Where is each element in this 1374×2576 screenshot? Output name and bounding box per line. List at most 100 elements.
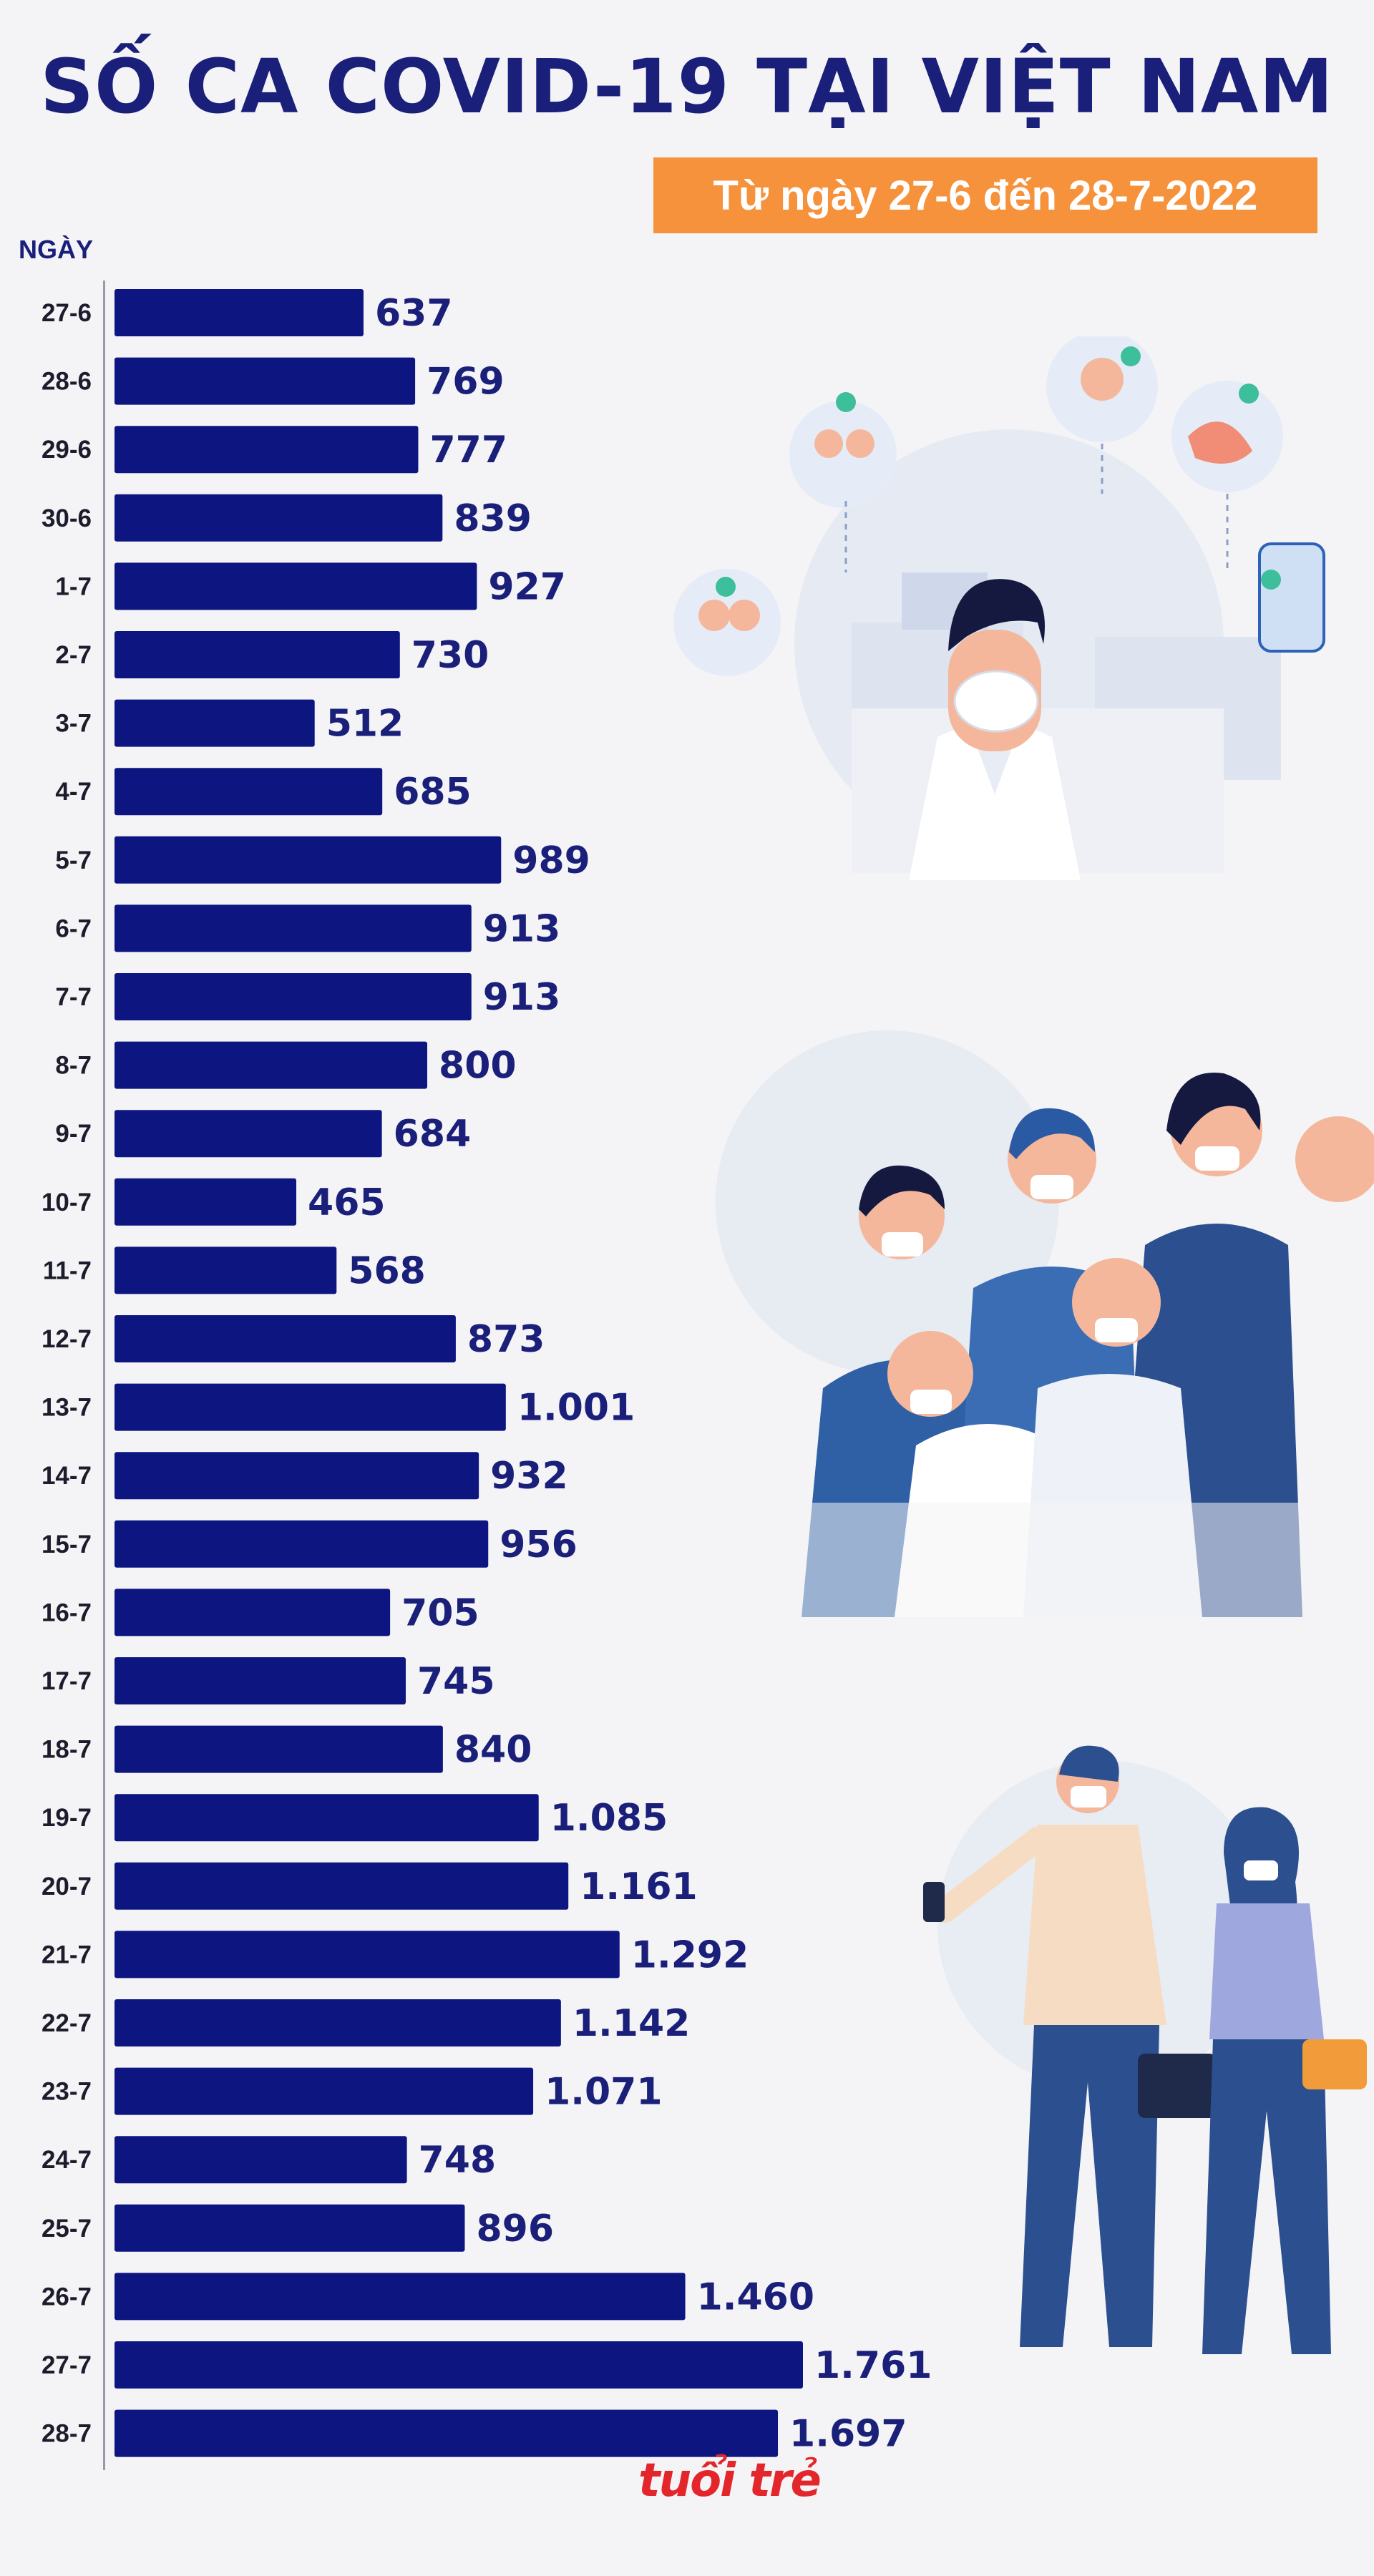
value-label: 1.142 bbox=[572, 2002, 690, 2045]
bar bbox=[114, 1520, 489, 1568]
bar bbox=[114, 289, 364, 336]
value-label: 1.697 bbox=[789, 2413, 907, 2456]
value-label: 568 bbox=[348, 1249, 426, 1292]
bar bbox=[114, 562, 477, 610]
bar bbox=[114, 1178, 297, 1226]
bar bbox=[114, 1999, 561, 2046]
category-label: 3-7 bbox=[55, 710, 92, 738]
bar bbox=[114, 494, 443, 542]
category-label: 2-7 bbox=[55, 641, 92, 669]
category-label: 27-6 bbox=[42, 299, 92, 327]
y-axis-label: NGÀY bbox=[19, 235, 94, 264]
bar bbox=[114, 1041, 428, 1089]
category-label: 11-7 bbox=[43, 1257, 92, 1284]
bar bbox=[114, 1452, 479, 1500]
value-label: 769 bbox=[427, 361, 505, 404]
value-label: 1.071 bbox=[545, 2071, 662, 2114]
value-label: 839 bbox=[454, 497, 532, 540]
category-label: 9-7 bbox=[55, 1120, 92, 1148]
value-label: 685 bbox=[394, 771, 472, 814]
value-label: 913 bbox=[483, 907, 561, 950]
value-label: 637 bbox=[375, 292, 453, 335]
category-label: 14-7 bbox=[42, 1462, 92, 1490]
bar bbox=[114, 973, 472, 1020]
category-label: 18-7 bbox=[42, 1736, 92, 1764]
value-label: 512 bbox=[326, 703, 404, 746]
category-label: 15-7 bbox=[42, 1531, 92, 1558]
bar bbox=[114, 836, 502, 884]
crowd-illustration bbox=[716, 1030, 1374, 1617]
category-label: 5-7 bbox=[55, 847, 92, 874]
bar-chart: 27-6 637 28-6 769 29-6 777 30-6 839 1-7 927 2-7 730… bbox=[42, 289, 932, 2457]
value-label: 684 bbox=[394, 1113, 472, 1156]
bar bbox=[114, 699, 315, 747]
bar bbox=[114, 2409, 779, 2457]
value-label: 1.001 bbox=[517, 1387, 635, 1430]
tuoitre-logo: tuổi trẻ bbox=[638, 2454, 822, 2507]
value-label: 705 bbox=[401, 1591, 479, 1634]
bar bbox=[114, 1657, 406, 1704]
category-label: 21-7 bbox=[42, 1941, 92, 1968]
category-label: 29-6 bbox=[42, 436, 92, 464]
bar bbox=[114, 1794, 539, 1842]
bar bbox=[114, 2067, 534, 2115]
category-label: 25-7 bbox=[42, 2215, 92, 2243]
category-label: 28-6 bbox=[42, 368, 92, 396]
category-label: 22-7 bbox=[42, 2009, 92, 2037]
value-label: 1.161 bbox=[580, 1865, 697, 1908]
value-label: 896 bbox=[476, 2207, 554, 2250]
bar bbox=[114, 1383, 506, 1431]
value-label: 932 bbox=[490, 1455, 568, 1498]
value-label: 873 bbox=[467, 1318, 545, 1361]
bar bbox=[114, 1931, 620, 1979]
category-label: 27-7 bbox=[42, 2351, 92, 2379]
bar bbox=[114, 1246, 337, 1294]
bar bbox=[114, 2136, 407, 2184]
bar bbox=[114, 1315, 456, 1362]
category-label: 28-7 bbox=[42, 2420, 92, 2448]
value-label: 927 bbox=[488, 565, 566, 608]
category-label: 20-7 bbox=[42, 1873, 92, 1901]
value-label: 800 bbox=[439, 1045, 517, 1088]
value-label: 913 bbox=[483, 976, 561, 1019]
bar bbox=[114, 1110, 382, 1158]
value-label: 840 bbox=[454, 1729, 532, 1772]
category-label: 13-7 bbox=[42, 1394, 92, 1422]
bar bbox=[114, 2273, 686, 2321]
value-label: 956 bbox=[500, 1523, 578, 1566]
value-label: 1.761 bbox=[814, 2344, 932, 2387]
category-label: 6-7 bbox=[55, 914, 92, 942]
value-label: 730 bbox=[411, 634, 489, 677]
category-label: 1-7 bbox=[55, 572, 92, 600]
bar bbox=[114, 904, 472, 952]
value-label: 777 bbox=[429, 429, 507, 472]
couple-illustration bbox=[923, 1745, 1367, 2354]
category-label: 4-7 bbox=[55, 778, 92, 806]
value-label: 745 bbox=[417, 1660, 495, 1703]
bar bbox=[114, 1589, 391, 1636]
doctor-illustration bbox=[673, 336, 1325, 880]
category-label: 16-7 bbox=[42, 1599, 92, 1626]
page-title: SỐ CA COVID-19 TẠI VIỆT NAM bbox=[40, 43, 1334, 130]
y-axis-line bbox=[103, 280, 105, 2470]
bar bbox=[114, 357, 416, 405]
bar bbox=[114, 631, 400, 678]
bar bbox=[114, 2204, 465, 2252]
category-label: 24-7 bbox=[42, 2146, 92, 2174]
bar bbox=[114, 426, 419, 474]
category-label: 17-7 bbox=[42, 1667, 92, 1695]
date-range-badge: Từ ngày 27-6 đến 28-7-2022 bbox=[653, 157, 1317, 233]
value-label: 989 bbox=[512, 839, 590, 882]
bar bbox=[114, 2341, 803, 2389]
category-label: 10-7 bbox=[42, 1189, 92, 1216]
category-label: 7-7 bbox=[55, 983, 92, 1011]
category-label: 26-7 bbox=[42, 2283, 92, 2311]
value-label: 1.460 bbox=[697, 2275, 814, 2318]
category-label: 19-7 bbox=[42, 1804, 92, 1832]
value-label: 748 bbox=[419, 2139, 497, 2182]
category-label: 23-7 bbox=[42, 2078, 92, 2106]
value-label: 1.292 bbox=[631, 1933, 749, 1976]
value-label: 465 bbox=[308, 1181, 386, 1224]
bar bbox=[114, 1862, 569, 1910]
category-label: 8-7 bbox=[55, 1052, 92, 1080]
